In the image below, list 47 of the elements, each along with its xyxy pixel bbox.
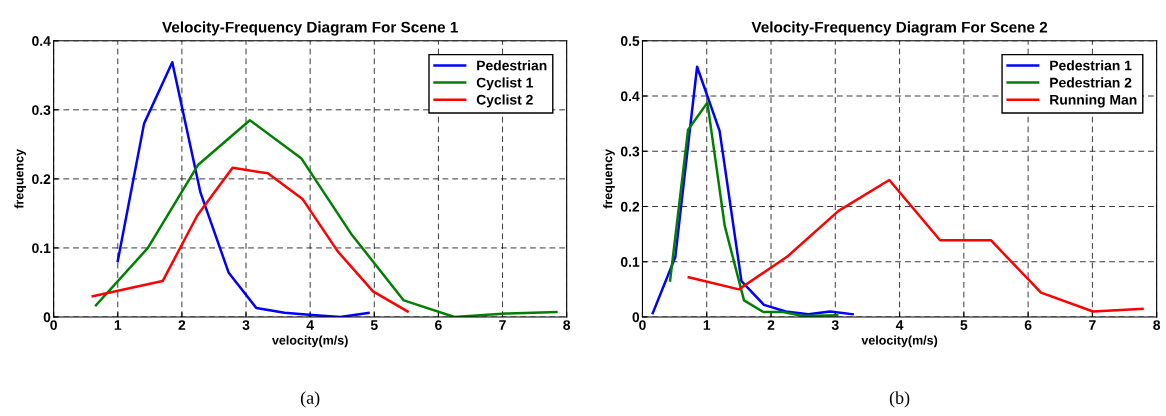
line-series [94, 118, 558, 317]
line-series [91, 166, 409, 313]
y-tick-label: 0 [632, 312, 640, 323]
legend-label: Cyclist 2 [476, 94, 533, 108]
y-tick-label: 0.2 [32, 174, 51, 185]
line-series [116, 60, 370, 317]
x-tick-label: 2 [178, 320, 186, 330]
legend-label: Pedestrian 2 [1050, 77, 1132, 88]
x-tick-label: 2 [767, 320, 775, 330]
y-axis-title: frequency [14, 149, 26, 209]
chart-title: Velocity-Frequency Diagram For Scene 2 [751, 21, 1048, 36]
x-tick-label: 1 [703, 320, 711, 330]
y-tick-label: 0.5 [620, 36, 640, 46]
text: (a) [300, 391, 320, 408]
y-tick-label: 0 [43, 312, 51, 323]
x-tick-label: 8 [563, 320, 571, 330]
x-tick-label: 3 [242, 320, 250, 330]
x-axis-title: velocity(m/s) [272, 335, 348, 348]
x-tick-label: 6 [1024, 320, 1032, 330]
x-tick-label: 3 [831, 320, 839, 330]
y-tick-label: 0.3 [620, 146, 640, 157]
x-tick-label: 8 [1153, 320, 1161, 330]
chart-title: Velocity-Frequency Diagram For Scene 1 [162, 21, 458, 36]
y-tick-label: 0.3 [32, 105, 51, 116]
y-tick-label: 0.4 [620, 91, 640, 102]
x-tick-label: 5 [960, 320, 968, 330]
line-series [687, 178, 1144, 313]
y-axis-title: frequency [603, 149, 615, 209]
x-tick-label: 4 [306, 320, 314, 330]
y-tick-label: 0.2 [620, 201, 640, 212]
line-series [668, 101, 839, 317]
y-tick-label: 0.1 [620, 257, 640, 267]
y-tick-label: 0.1 [32, 243, 51, 254]
text: (b) [889, 391, 910, 408]
legend-label: Cyclist 1 [476, 77, 533, 91]
x-tick-label: 7 [1089, 320, 1096, 330]
x-tick-label: 5 [370, 320, 378, 330]
legend-label: Pedestrian [477, 60, 547, 71]
x-tick-label: 7 [499, 320, 506, 330]
x-tick-label: 4 [895, 320, 904, 330]
y-tick-label: 0.4 [32, 36, 51, 46]
legend-label: Pedestrian 1 [1050, 60, 1132, 71]
x-tick-label: 6 [435, 320, 442, 330]
line-series [651, 65, 854, 316]
x-axis-title: velocity(m/s) [861, 335, 938, 348]
x-tick-label: 1 [114, 320, 122, 330]
legend-label: Running Man [1050, 94, 1137, 108]
